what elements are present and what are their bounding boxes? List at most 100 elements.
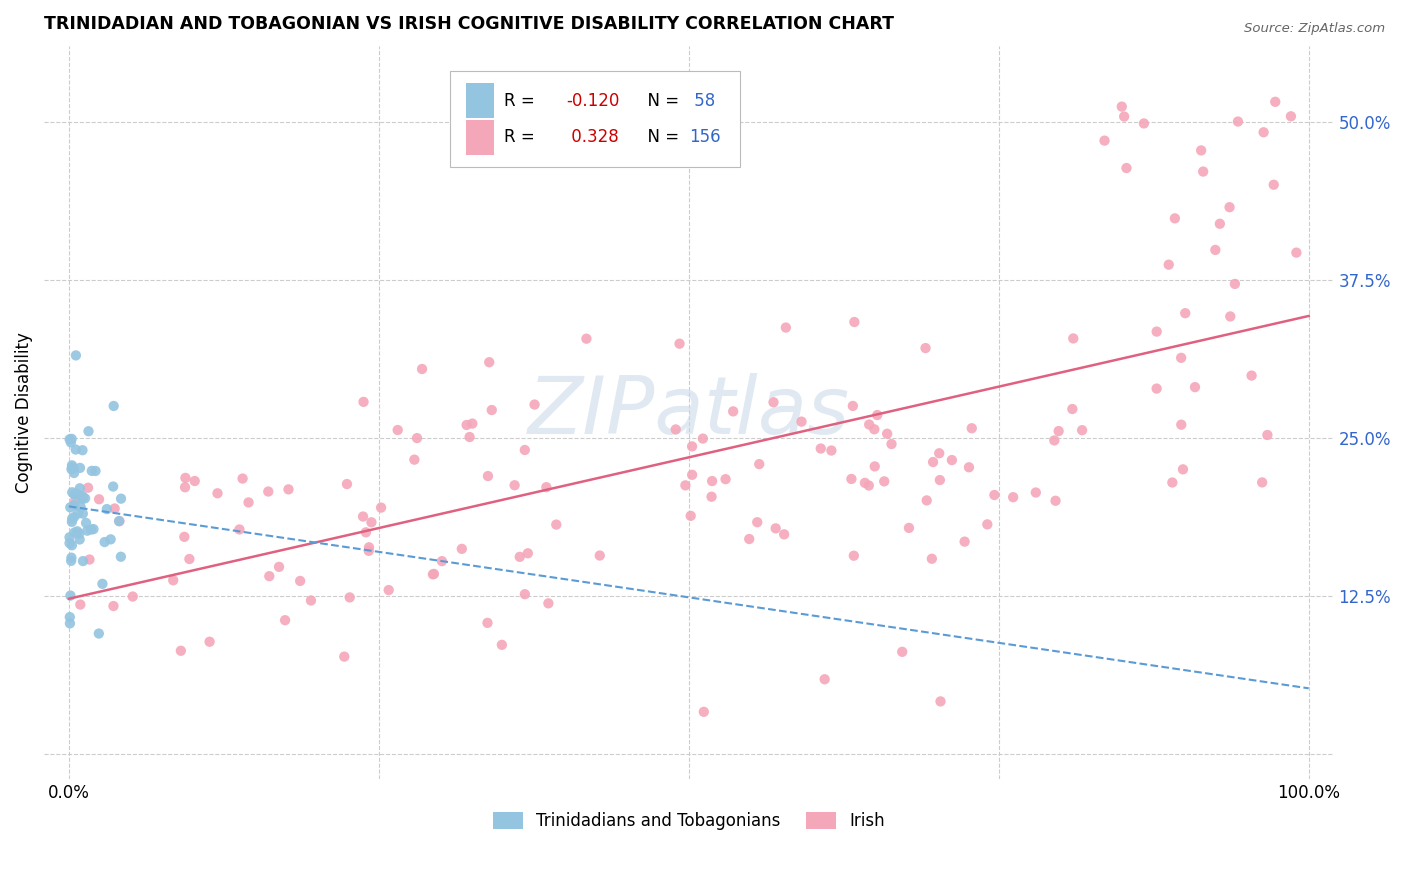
Bar [465,83,494,119]
Point [721,404,744,418]
Point [108,514,131,528]
Point [957,460,980,475]
Point [179,552,201,566]
Point [762,395,785,409]
Point [103,399,125,413]
Point [228,523,250,537]
Point [523,398,546,412]
Point [1062,331,1084,345]
Point [430,554,453,568]
Point [1189,144,1212,158]
Point [100,533,122,547]
Point [941,453,963,467]
Point [406,431,429,445]
Point [1240,368,1263,383]
Point [75,491,97,506]
Point [1071,423,1094,437]
Point [80,464,103,478]
Point [69,598,91,612]
Point [461,417,484,431]
Point [173,530,195,544]
Point [450,541,472,556]
Point [1170,417,1192,432]
Point [62,460,84,475]
Point [357,541,380,555]
Point [207,486,229,500]
Point [84,464,107,478]
Text: -0.120: -0.120 [567,92,620,110]
Point [404,452,426,467]
Point [775,320,797,334]
Point [72,507,94,521]
Point [820,443,842,458]
Point [60,462,83,476]
Point [63,525,86,540]
Text: 156: 156 [689,128,720,146]
Point [1285,245,1308,260]
Point [880,437,903,451]
Point [198,634,221,648]
Text: R =: R = [505,128,540,146]
Point [503,478,526,492]
Point [700,474,723,488]
Point [77,424,100,438]
FancyBboxPatch shape [450,71,741,167]
Point [87,492,110,507]
Point [277,483,299,497]
Point [63,466,86,480]
Point [60,458,83,473]
Point [983,488,1005,502]
Point [790,415,813,429]
Point [1146,382,1168,396]
Point [1045,493,1067,508]
Text: N =: N = [637,128,685,146]
Point [72,491,94,505]
Point [299,593,322,607]
Point [110,491,132,506]
Point [353,395,375,409]
Point [63,498,86,512]
Point [679,508,702,523]
Point [1219,200,1241,214]
Point [863,422,886,436]
Point [72,489,94,503]
Point [257,484,280,499]
Point [976,517,998,532]
Legend: Trinidadians and Tobagonians, Irish: Trinidadians and Tobagonians, Irish [486,805,891,837]
Point [747,515,769,529]
Point [96,502,118,516]
Text: Source: ZipAtlas.com: Source: ZipAtlas.com [1244,22,1385,36]
Point [76,524,98,538]
Point [267,559,290,574]
Point [1002,490,1025,504]
Point [1192,164,1215,178]
Point [72,554,94,568]
Point [62,461,84,475]
Point [377,582,399,597]
Point [1263,178,1285,192]
Point [1115,161,1137,175]
Point [546,517,568,532]
Point [87,626,110,640]
Point [842,399,865,413]
Point [63,493,86,508]
Point [693,705,716,719]
Point [1043,434,1066,448]
Point [858,417,880,432]
Point [69,500,91,514]
Point [59,432,82,446]
Point [65,442,87,457]
Point [1223,277,1246,291]
Point [1256,428,1278,442]
Point [863,459,886,474]
Point [170,644,193,658]
Text: ZIPatlas: ZIPatlas [527,373,849,451]
Point [681,467,703,482]
Point [58,536,80,550]
Point [929,694,952,708]
Point [509,549,531,564]
Point [80,523,103,537]
Point [60,432,83,446]
Point [491,638,513,652]
Point [72,491,94,506]
